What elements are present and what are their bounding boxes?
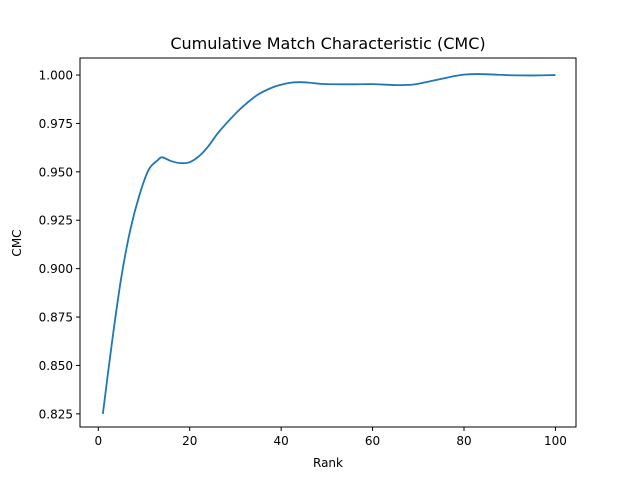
y-tick-label: 0.925 [39,214,73,228]
x-tick-label: 80 [456,434,471,448]
x-axis-label: Rank [313,456,343,470]
x-tick-label: 40 [274,434,289,448]
chart-title: Cumulative Match Characteristic (CMC) [170,34,485,53]
x-tick-label: 20 [182,434,197,448]
plot-area [79,57,577,428]
y-axis-label: CMC [10,229,24,256]
y-tick-label: 0.975 [39,117,73,131]
y-tick-label: 0.850 [39,359,73,373]
x-tick-label: 0 [94,434,102,448]
y-tick-label: 1.000 [39,69,73,83]
series-layer [101,73,556,414]
x-tick-label: 60 [365,434,380,448]
y-axis: 0.825 0.850 0.875 0.900 0.925 0.950 0.975 1.000 [39,69,80,421]
y-tick-label: 0.825 [39,407,73,421]
plot-frame [79,57,577,428]
y-tick-label: 0.950 [39,165,73,179]
x-axis: 0 20 40 60 80 100 [94,427,567,448]
y-tick-label: 0.900 [39,262,73,276]
y-tick-label: 0.875 [39,311,73,325]
x-tick-label: 100 [544,434,567,448]
cmc-series-line [101,73,556,414]
